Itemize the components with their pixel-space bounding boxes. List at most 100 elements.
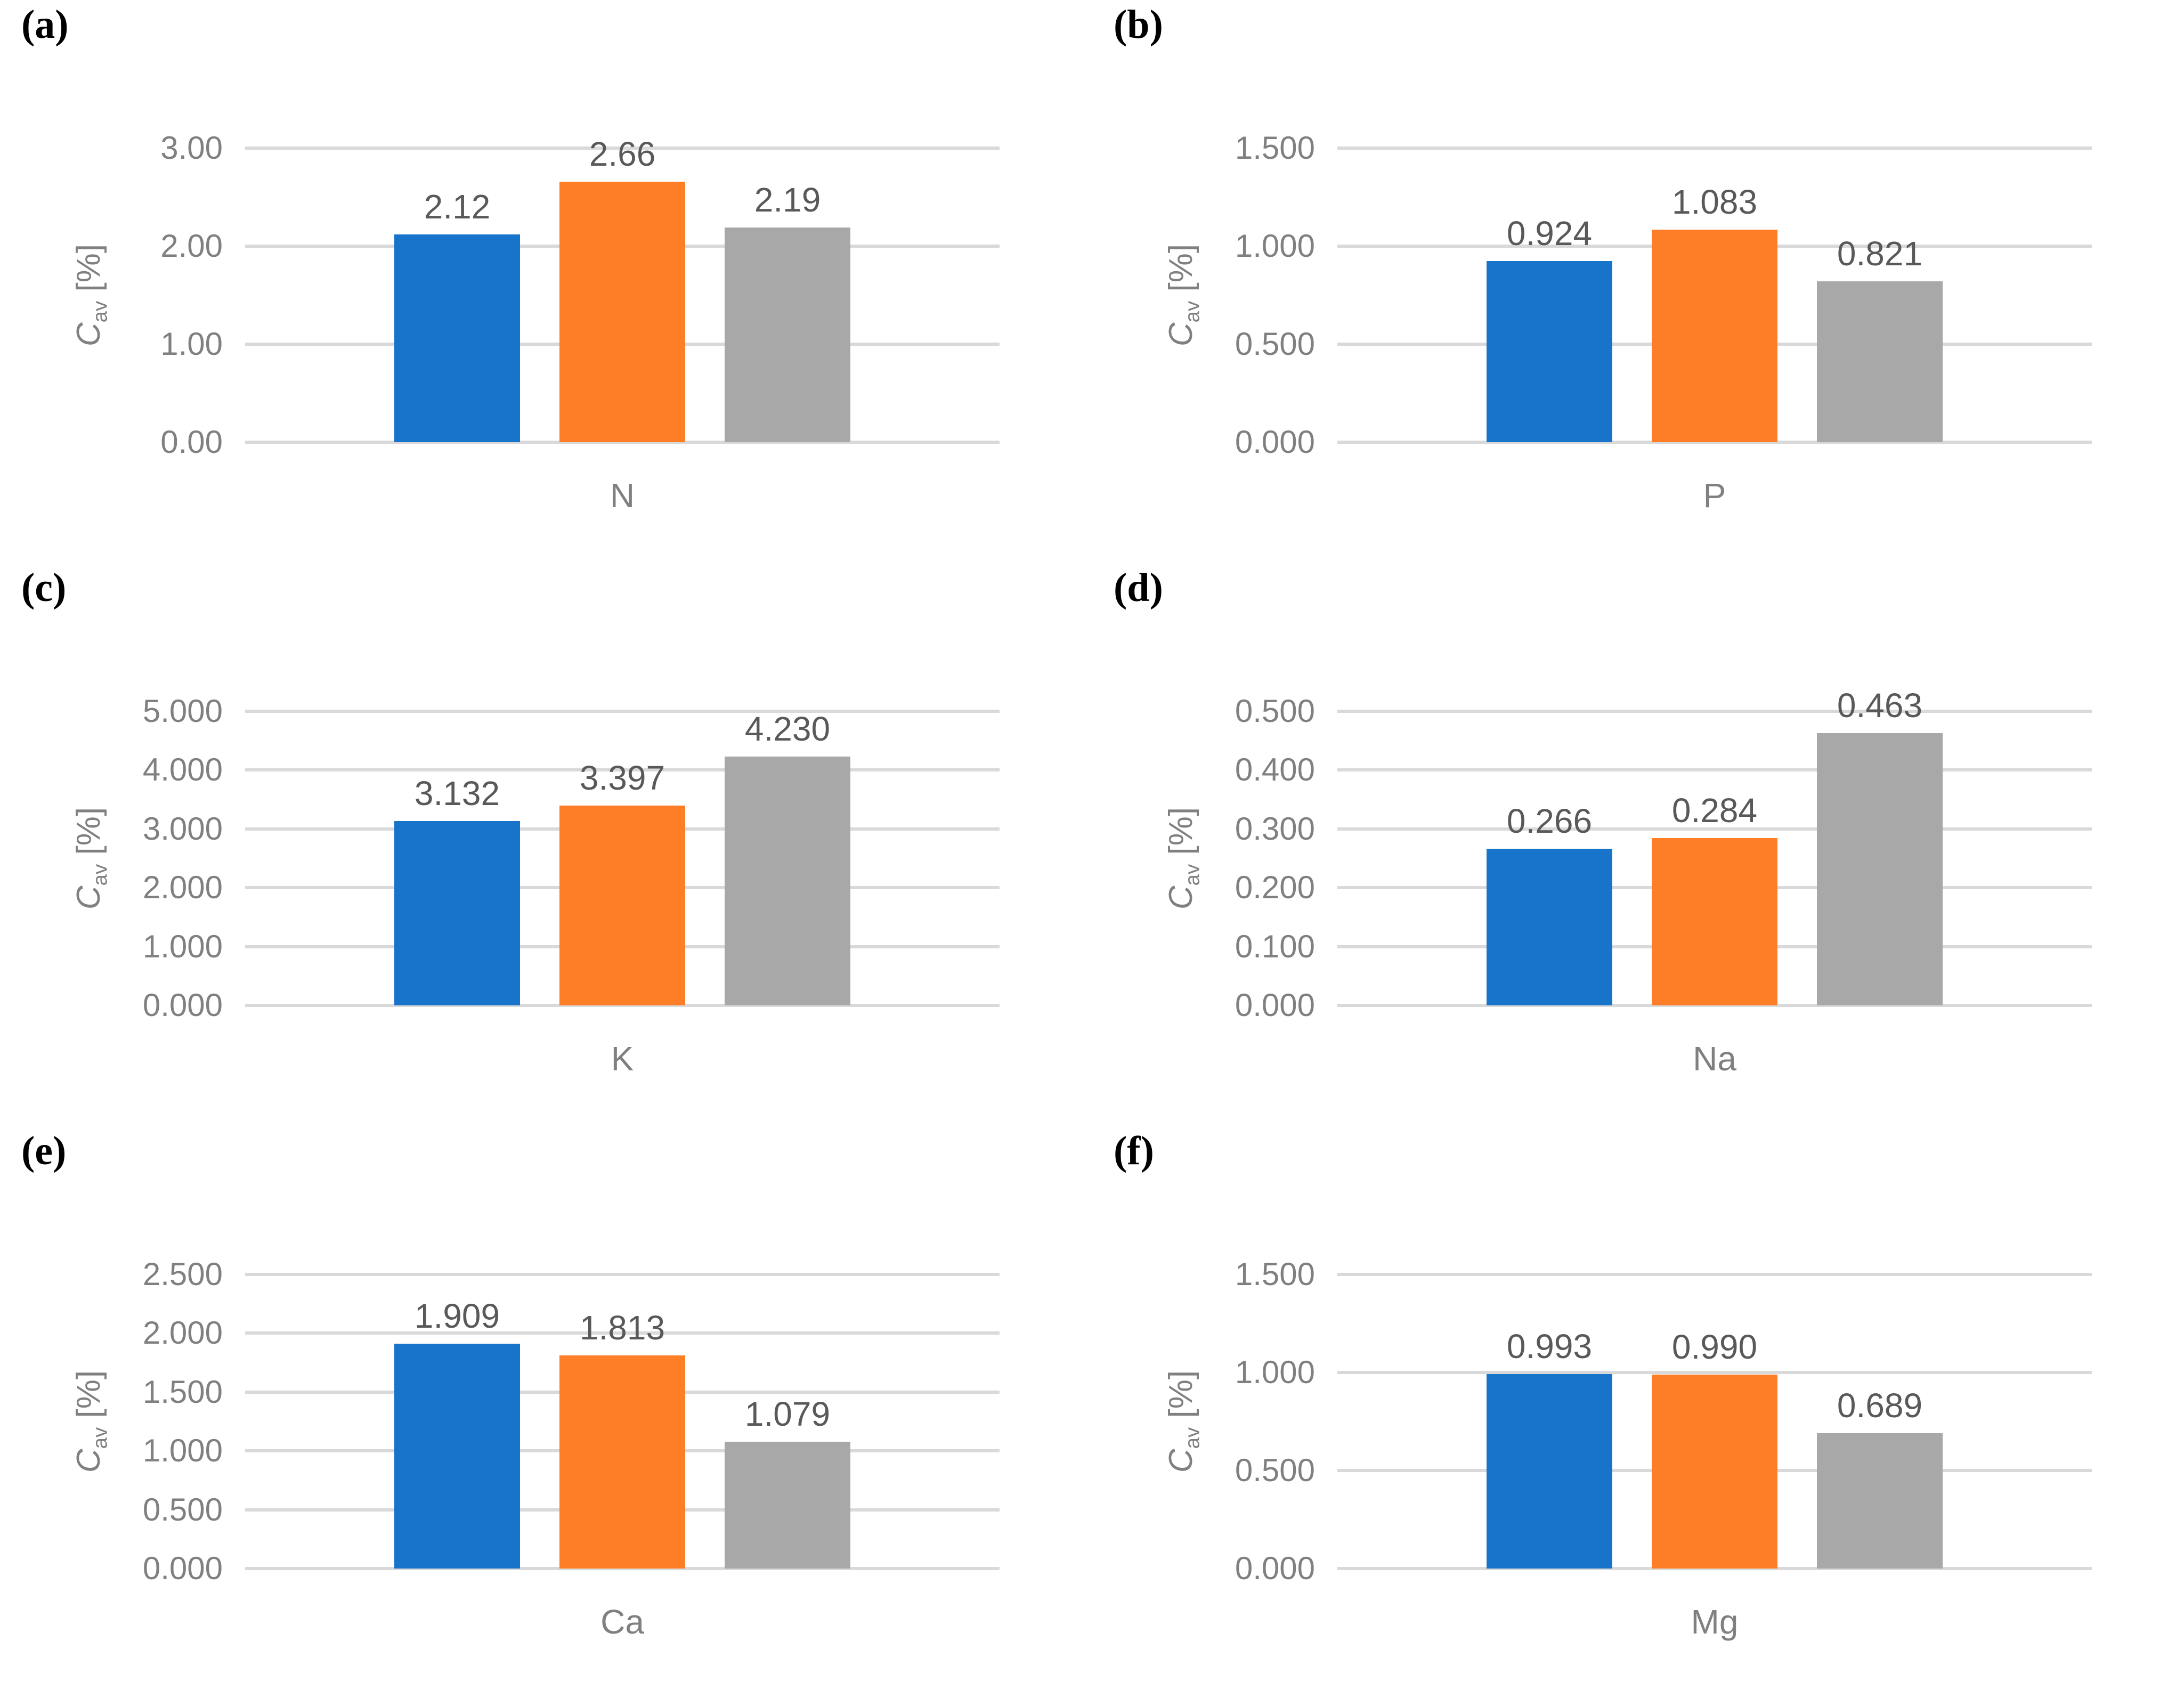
y-axis-title-unit: [%] [70, 1370, 108, 1427]
y-axis-title-subscript: av [1181, 300, 1204, 323]
y-tick-label: 0.300 [1235, 810, 1315, 847]
bar-value-label: 2.19 [754, 181, 821, 220]
y-axis-title-unit: [%] [70, 807, 108, 864]
y-tick-label: 1.000 [142, 1433, 223, 1469]
bar-value-label: 4.230 [744, 710, 831, 748]
y-axis-title: Cav [%] [70, 244, 111, 347]
y-tick-label: 0.500 [1235, 326, 1315, 362]
x-category-label: K [611, 1039, 634, 1078]
bar-series-2 [1652, 230, 1777, 442]
bar-series-2 [559, 181, 685, 442]
y-axis-title: Cav [%] [70, 807, 112, 909]
x-category-label: P [1703, 476, 1726, 515]
gridline [1337, 1004, 2092, 1007]
y-axis-title-subscript: av [88, 864, 112, 886]
bar-value-label: 0.689 [1837, 1386, 1923, 1425]
bar-value-label: 0.993 [1506, 1327, 1593, 1366]
gridline [1337, 1371, 2092, 1374]
y-axis-title-unit: [%] [1163, 807, 1200, 864]
y-axis-title-unit: [%] [1163, 243, 1200, 301]
bar-value-label: 0.266 [1506, 802, 1593, 841]
bar-series-3 [1817, 1433, 1943, 1569]
gridline [245, 1004, 1000, 1007]
x-category-label: Ca [600, 1603, 644, 1641]
gridline [245, 768, 1000, 772]
bar-value-label: 1.909 [414, 1297, 500, 1336]
y-axis-title: Cav [%] [1163, 243, 1204, 347]
y-tick-label: 0.500 [1235, 1452, 1315, 1488]
bar-series-1 [394, 234, 520, 442]
gridline [1337, 441, 2092, 444]
bar-series-2 [559, 805, 685, 1005]
panel-letter: (c) [21, 565, 67, 610]
y-tick-label: 1.00 [160, 326, 223, 362]
y-tick-label: 0.500 [1235, 693, 1315, 729]
gridline [1337, 768, 2092, 772]
bar-series-3 [1817, 281, 1943, 442]
y-axis-title: Cav [%] [1163, 807, 1204, 910]
y-axis-title-symbol: C [70, 1449, 108, 1473]
y-tick-label: 0.500 [142, 1491, 223, 1528]
bar-series-2 [559, 1355, 685, 1569]
x-category-label: Na [1693, 1039, 1736, 1078]
bar-value-label: 1.083 [1671, 183, 1758, 222]
y-tick-label: 1.000 [142, 928, 223, 964]
gridline [245, 441, 1000, 444]
chart-panel-n: (a) 0.00 1.00 2.00 3.00 Cav [%] 2.12 2.66 2.19 N [0, 0, 1092, 563]
y-tick-label: 3.000 [142, 810, 223, 847]
y-tick-label: 0.000 [1235, 987, 1315, 1023]
y-axis-title: Cav [%] [1163, 1370, 1204, 1473]
y-axis-title-subscript: av [1181, 864, 1204, 886]
y-tick-label: 0.100 [1235, 928, 1315, 964]
chart-panel-k: (c) 0.000 1.000 2.000 3.000 4.000 5.000 Cav [%]… [0, 563, 1092, 1126]
chart-panel-na: (d) 0.000 0.100 0.200 0.300 0.400 0.500 Cav [%]… [1092, 563, 2184, 1126]
y-axis-title-subscript: av [1181, 1427, 1204, 1449]
gridline [245, 710, 1000, 713]
y-tick-label: 2.000 [142, 870, 223, 906]
gridline [245, 147, 1000, 150]
gridline [245, 1331, 1000, 1335]
y-tick-label: 1.000 [1235, 1354, 1315, 1390]
bar-series-2 [1652, 838, 1777, 1005]
y-tick-label: 2.000 [142, 1315, 223, 1351]
bar-series-1 [394, 821, 520, 1005]
bar-series-3 [1817, 733, 1943, 1005]
bar-series-3 [725, 757, 850, 1005]
gridline [1337, 827, 2092, 831]
panel-letter: (a) [21, 2, 69, 47]
gridline [1337, 710, 2092, 713]
chart-panel-mg: (f) 0.000 0.500 1.000 1.500 Cav [%] 0.993 0.990… [1092, 1126, 2184, 1690]
y-tick-label: 2.500 [142, 1256, 223, 1292]
bar-value-label: 1.813 [579, 1308, 665, 1347]
bar-series-3 [725, 228, 850, 442]
y-tick-label: 1.000 [1235, 228, 1315, 264]
y-axis-title-symbol: C [70, 322, 108, 347]
x-category-label: Mg [1691, 1603, 1739, 1641]
panel-letter: (f) [1114, 1128, 1154, 1173]
bar-series-1 [1487, 261, 1612, 442]
chart-panel-ca: (e) 0.000 0.500 1.000 1.500 2.000 2.500 Cav [%]… [0, 1126, 1092, 1690]
bar-series-1 [1487, 1374, 1612, 1569]
bar-value-label: 3.397 [579, 758, 665, 797]
panel-letter: (d) [1114, 565, 1163, 610]
y-tick-label: 0.00 [160, 424, 223, 460]
bar-series-1 [394, 1344, 520, 1569]
y-axis-title-symbol: C [1163, 1449, 1200, 1473]
y-axis-title-subscript: av [88, 1427, 112, 1449]
y-axis-title-symbol: C [1163, 885, 1200, 910]
y-tick-label: 3.00 [160, 130, 223, 166]
y-tick-label: 0.000 [1235, 1550, 1315, 1586]
y-tick-label: 0.000 [1235, 424, 1315, 460]
bar-value-label: 3.132 [414, 774, 500, 813]
gridline [1337, 1567, 2092, 1570]
gridline [245, 1567, 1000, 1570]
gridline [1337, 147, 2092, 150]
x-category-label: N [610, 476, 635, 515]
panel-letter: (e) [21, 1128, 67, 1173]
y-tick-label: 0.400 [1235, 752, 1315, 788]
y-axis-title-symbol: C [1163, 322, 1200, 347]
y-tick-label: 1.500 [142, 1374, 223, 1410]
chart-panel-p: (b) 0.000 0.500 1.000 1.500 Cav [%] 0.924 1.083… [1092, 0, 2184, 563]
bar-series-2 [1652, 1374, 1777, 1569]
